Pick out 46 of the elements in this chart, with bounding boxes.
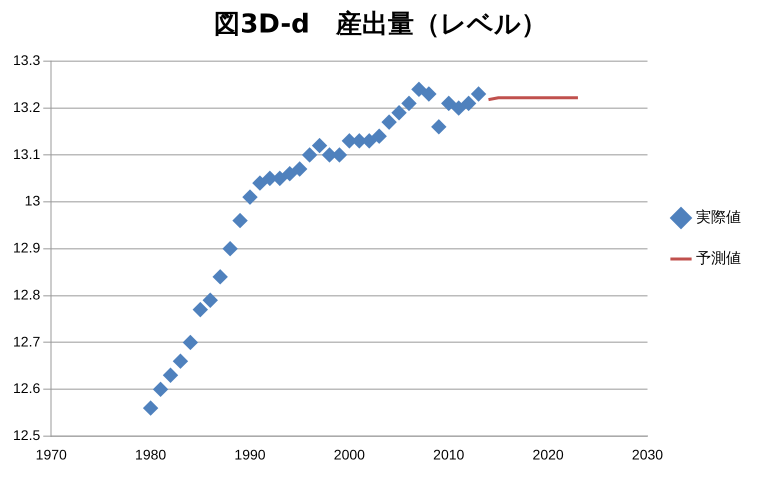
point xyxy=(282,166,298,182)
point xyxy=(431,119,446,134)
point xyxy=(441,96,456,111)
chart-title: 図3D-d 産出量（レベル） xyxy=(214,9,547,40)
point xyxy=(212,269,228,284)
point xyxy=(232,213,248,228)
y-tick-label: 13.2 xyxy=(13,98,40,115)
point xyxy=(143,400,158,416)
point xyxy=(202,292,218,308)
y-tick-label: 12.9 xyxy=(13,240,40,256)
point xyxy=(402,96,416,111)
point xyxy=(382,114,397,130)
point xyxy=(312,138,328,154)
x-tick-label: 1990 xyxy=(234,446,266,462)
x-tick-label: 2020 xyxy=(532,446,564,462)
legend-label: 実際値 xyxy=(696,209,741,226)
point xyxy=(292,162,308,177)
point xyxy=(471,86,486,102)
x-tick-label: 1970 xyxy=(36,446,68,462)
point xyxy=(182,334,198,350)
point xyxy=(153,382,168,397)
y-tick-label: 12.6 xyxy=(13,380,40,396)
point xyxy=(163,368,178,383)
point xyxy=(421,86,436,102)
point xyxy=(242,190,258,205)
point xyxy=(192,302,208,318)
x-tick-label: 2000 xyxy=(334,446,366,462)
point xyxy=(252,176,268,191)
point xyxy=(302,147,318,162)
y-tick-label: 13.3 xyxy=(13,52,40,68)
y-tick-label: 12.7 xyxy=(13,333,40,350)
point xyxy=(222,241,238,256)
point xyxy=(411,82,426,97)
y-tick-label: 13 xyxy=(24,192,40,209)
x-tick-label: 2010 xyxy=(433,446,465,462)
y-tick-label: 12.8 xyxy=(13,286,40,302)
y-tick-label: 12.5 xyxy=(13,427,40,444)
point xyxy=(461,96,476,111)
x-tick-label: 1980 xyxy=(135,446,166,462)
point xyxy=(392,105,407,120)
point xyxy=(451,100,466,116)
x-tick-label: 2030 xyxy=(632,446,664,462)
y-tick-label: 13.1 xyxy=(13,146,40,162)
legend-label: 予測値 xyxy=(696,250,741,268)
point xyxy=(372,128,387,144)
point xyxy=(172,354,188,369)
